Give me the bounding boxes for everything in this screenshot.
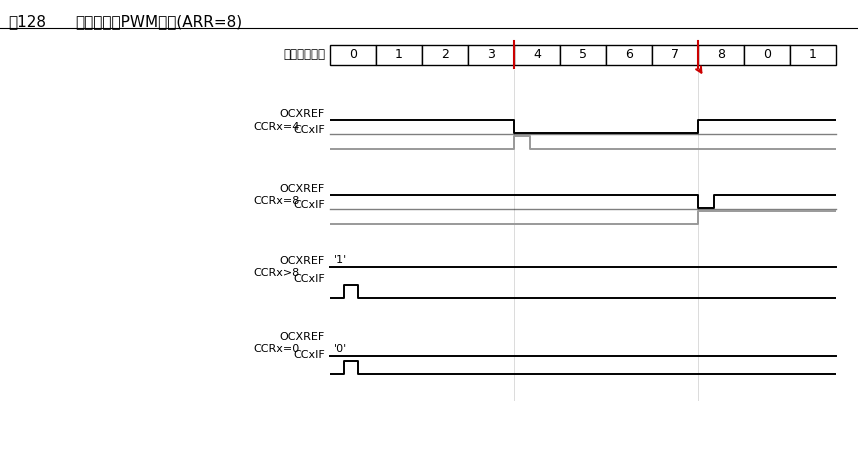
Text: OCXREF: OCXREF bbox=[280, 109, 325, 119]
Bar bbox=[560, 45, 606, 65]
Text: CCRx=4: CCRx=4 bbox=[254, 121, 300, 131]
Text: 8: 8 bbox=[717, 49, 725, 61]
Bar bbox=[698, 45, 744, 65]
Text: '0': '0' bbox=[334, 344, 347, 354]
Bar bbox=[744, 45, 790, 65]
Bar bbox=[468, 45, 514, 65]
Bar bbox=[422, 45, 468, 65]
Text: CCxIF: CCxIF bbox=[293, 350, 325, 360]
Text: 图128: 图128 bbox=[8, 14, 46, 29]
Bar bbox=[652, 45, 698, 65]
Text: 1: 1 bbox=[395, 49, 403, 61]
Text: 边沿对齐的PWM波形(ARR=8): 边沿对齐的PWM波形(ARR=8) bbox=[75, 14, 242, 29]
Text: 6: 6 bbox=[625, 49, 633, 61]
Text: 3: 3 bbox=[487, 49, 495, 61]
Text: CCRx>8: CCRx>8 bbox=[254, 268, 300, 278]
Text: 5: 5 bbox=[579, 49, 587, 61]
Text: OCXREF: OCXREF bbox=[280, 256, 325, 266]
Text: 2: 2 bbox=[441, 49, 449, 61]
Text: OCXREF: OCXREF bbox=[280, 184, 325, 194]
Text: 计数器寄存器: 计数器寄存器 bbox=[283, 49, 325, 61]
Text: CCxIF: CCxIF bbox=[293, 200, 325, 210]
Text: CCxIF: CCxIF bbox=[293, 125, 325, 135]
Bar bbox=[376, 45, 422, 65]
Text: CCxIF: CCxIF bbox=[293, 274, 325, 284]
Text: 0: 0 bbox=[349, 49, 357, 61]
Bar bbox=[606, 45, 652, 65]
Text: 4: 4 bbox=[533, 49, 541, 61]
Text: 1: 1 bbox=[809, 49, 817, 61]
Text: CCRx=8: CCRx=8 bbox=[254, 197, 300, 207]
Text: OCXREF: OCXREF bbox=[280, 332, 325, 342]
Bar bbox=[330, 45, 376, 65]
Text: 7: 7 bbox=[671, 49, 679, 61]
Bar bbox=[790, 45, 836, 65]
Text: '1': '1' bbox=[334, 255, 347, 265]
Text: 0: 0 bbox=[763, 49, 771, 61]
Text: CCRx=0: CCRx=0 bbox=[254, 344, 300, 354]
Bar bbox=[514, 45, 560, 65]
